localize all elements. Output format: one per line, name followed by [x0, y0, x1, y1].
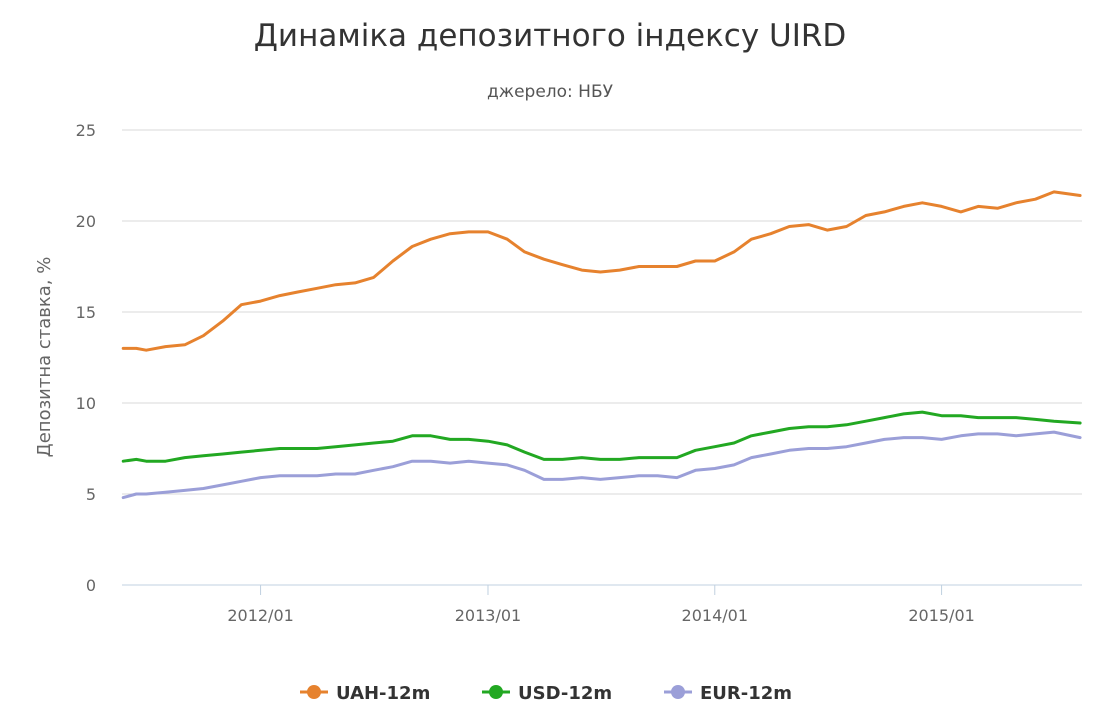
legend-label: EUR-12m: [700, 683, 792, 704]
chart-subtitle: джерело: НБУ: [487, 82, 614, 102]
chart-title: Динаміка депозитного індексу UIRD: [254, 18, 847, 54]
x-tick-labels: 2012/01 2013/01 2014/01 2015/01: [227, 585, 975, 625]
y-tick-labels: 0 5 10 15 20 25: [76, 121, 96, 595]
y-gridlines: [122, 129, 1082, 495]
legend-label: UAH-12m: [336, 683, 430, 704]
y-tick-label: 15: [76, 303, 96, 322]
series-line-usd-12m: [121, 410, 1082, 463]
series-line-uah-12m: [121, 190, 1082, 352]
x-tick-label: 2013/01: [455, 606, 521, 625]
legend-marker-icon: [671, 685, 685, 699]
x-tick-label: 2015/01: [908, 606, 974, 625]
legend-item-uah-12m[interactable]: UAH-12m: [300, 683, 430, 704]
legend-label: USD-12m: [518, 683, 612, 704]
series-line-eur-12m: [121, 430, 1082, 500]
y-tick-label: 0: [86, 576, 96, 595]
y-axis-title: Депозитна ставка, %: [34, 257, 55, 458]
y-tick-label: 5: [86, 485, 96, 504]
series-lines: [121, 190, 1082, 500]
legend-marker-icon: [489, 685, 503, 699]
legend-item-eur-12m[interactable]: EUR-12m: [664, 683, 792, 704]
legend: UAH-12m USD-12m EUR-12m: [300, 683, 792, 704]
y-tick-label: 20: [76, 212, 96, 231]
y-tick-label: 10: [76, 394, 96, 413]
x-tick-label: 2012/01: [227, 606, 293, 625]
x-tick-label: 2014/01: [682, 606, 748, 625]
legend-marker-icon: [307, 685, 321, 699]
legend-item-usd-12m[interactable]: USD-12m: [482, 683, 612, 704]
y-tick-label: 25: [76, 121, 96, 140]
